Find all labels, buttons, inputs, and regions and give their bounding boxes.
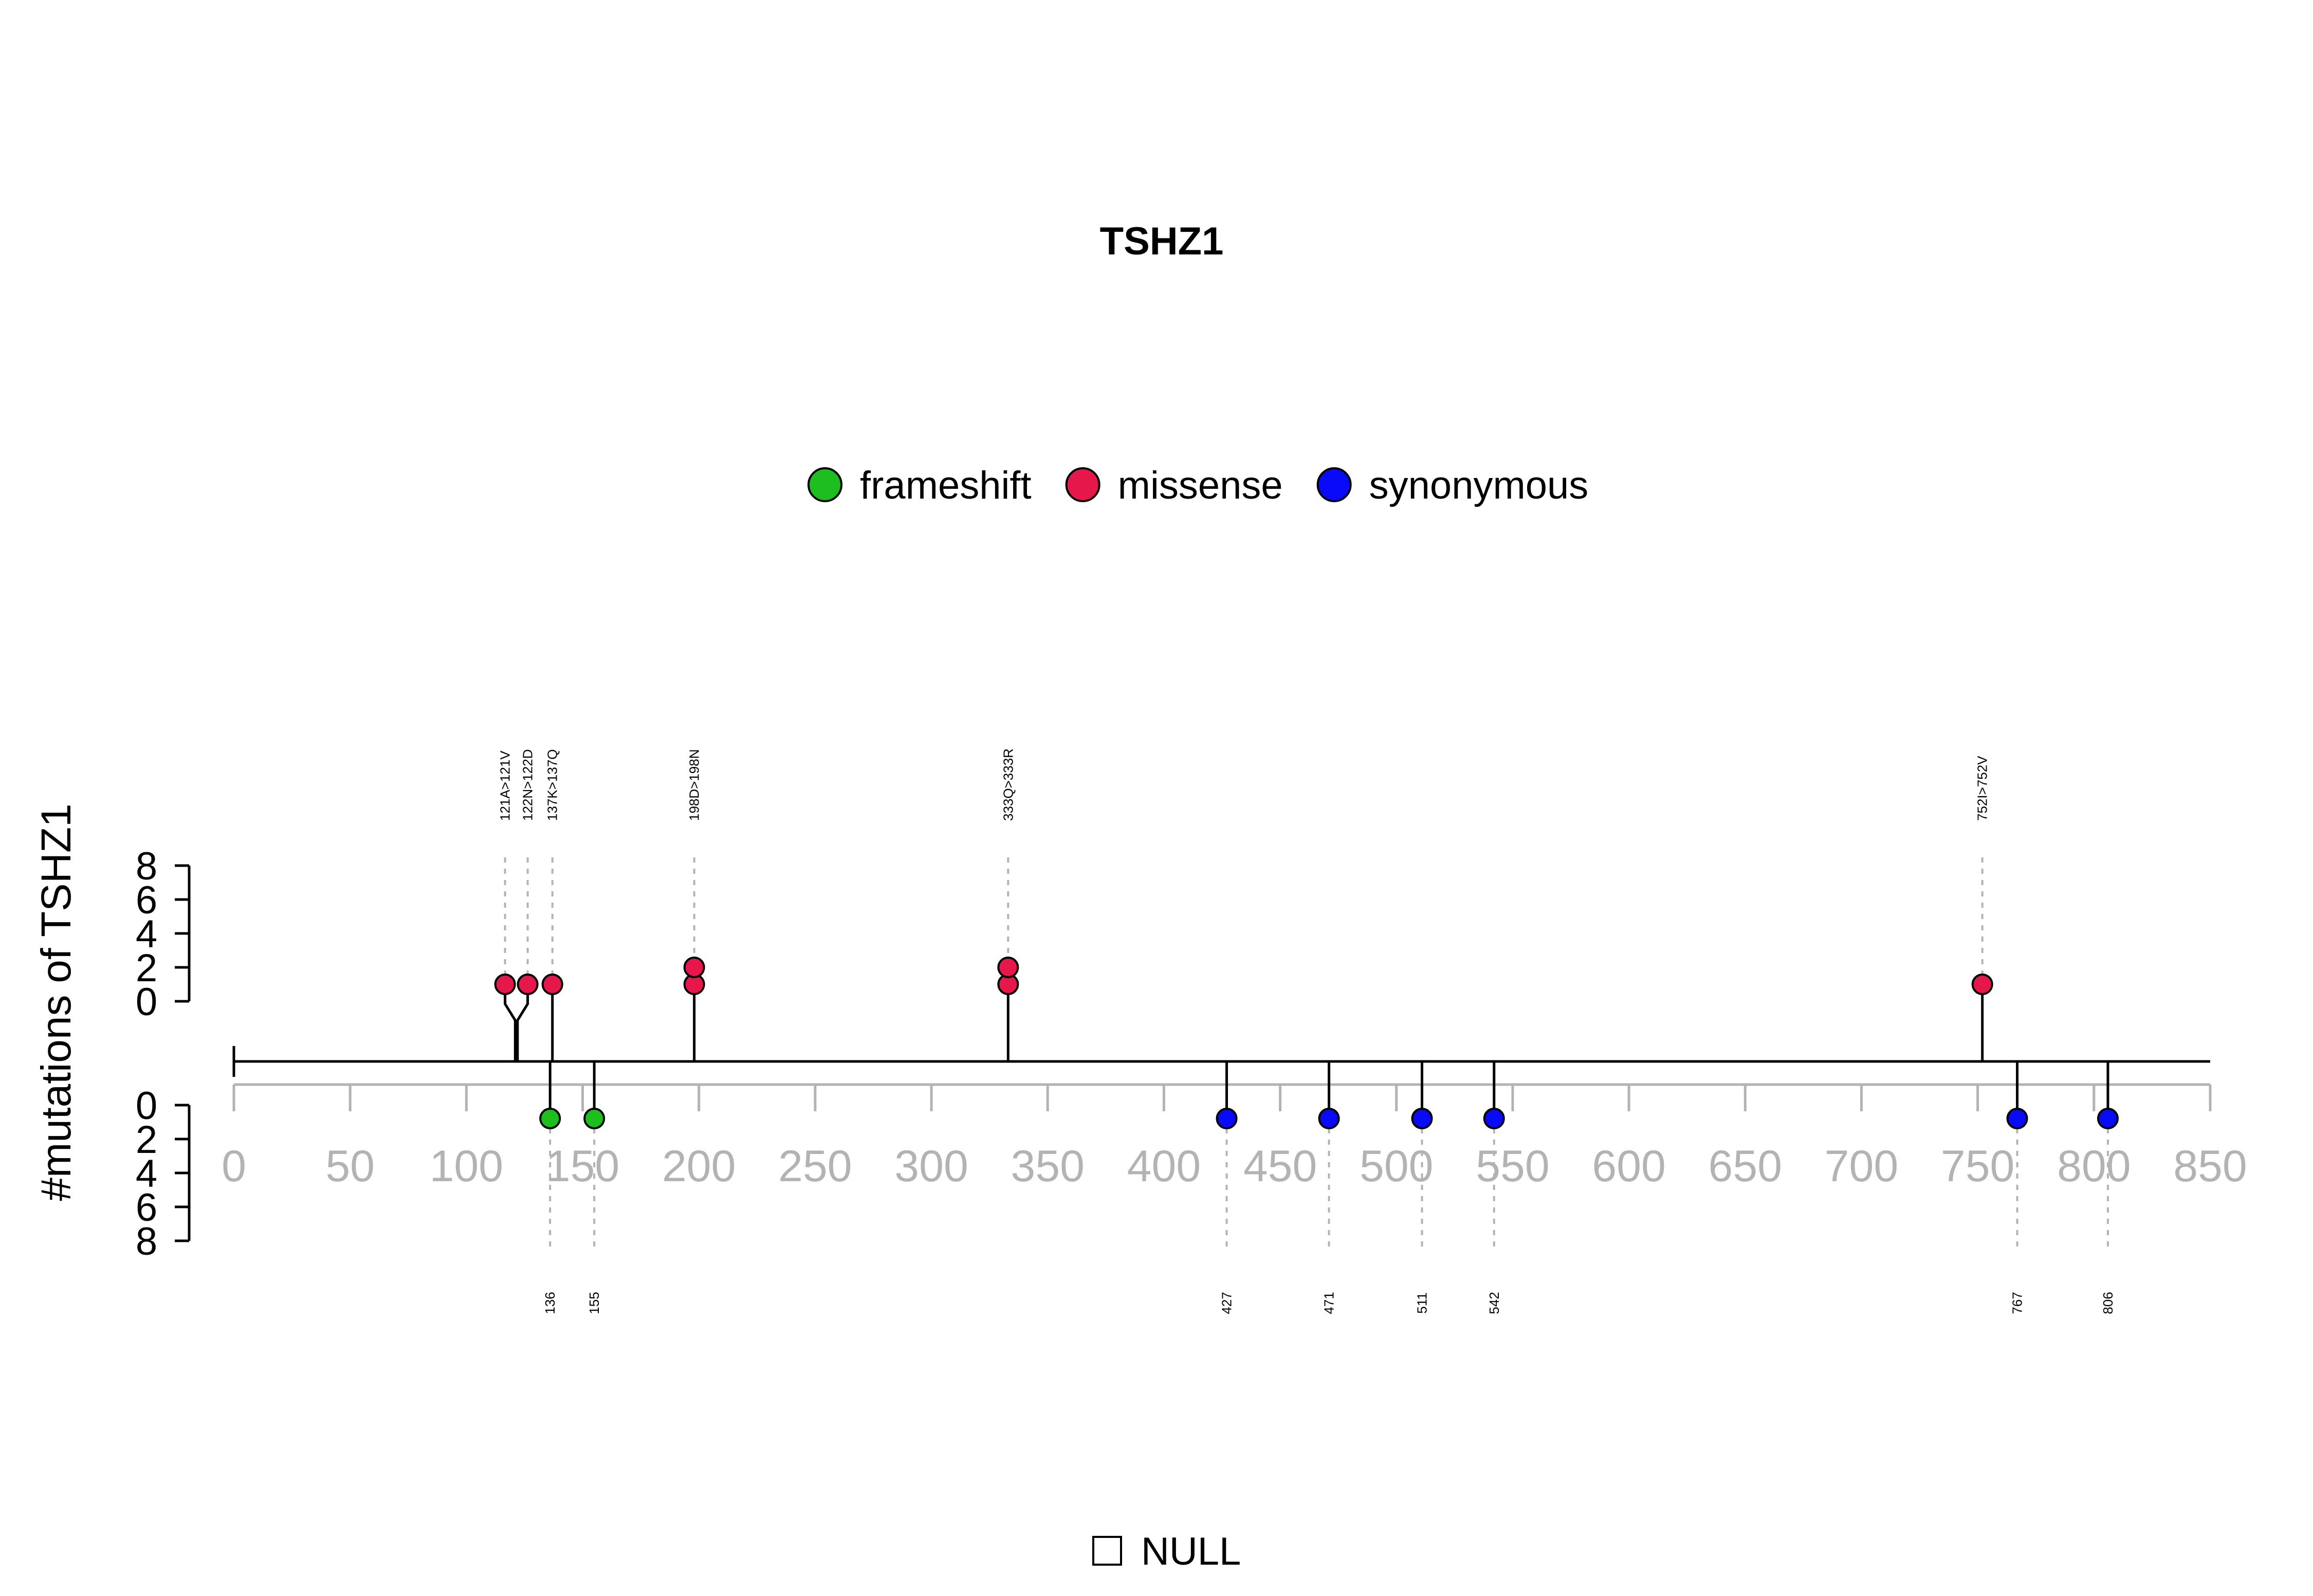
y-tick-label-bottom: 2 xyxy=(136,1118,157,1162)
position-label: 806 xyxy=(2100,1292,2116,1314)
position-label: 136 xyxy=(542,1292,558,1314)
x-tick-label: 350 xyxy=(1011,1142,1085,1191)
legend-label-synonymous: synonymous xyxy=(1369,464,1589,507)
mutation-label: 198D>198N xyxy=(687,749,702,821)
stem-top xyxy=(504,984,517,1061)
position-label: 471 xyxy=(1321,1292,1337,1314)
mutation-point-synonymous xyxy=(1318,1108,1340,1129)
y-tick-label-top: 6 xyxy=(136,878,157,922)
x-tick-label: 550 xyxy=(1476,1142,1550,1191)
mutation-label: 752I>752V xyxy=(1975,756,1990,821)
y-axis-label: #mutations of TSHZ1 xyxy=(33,803,80,1201)
legend: frameshift missense synonymous xyxy=(807,464,1589,507)
x-tick-label: 150 xyxy=(546,1142,620,1191)
x-tick-label: 600 xyxy=(1592,1142,1666,1191)
chart-title: TSHZ1 xyxy=(1100,219,1224,263)
position-label: 511 xyxy=(1415,1292,1430,1313)
legend-marker-missense xyxy=(1065,467,1100,502)
mutation-point-missense xyxy=(683,957,705,978)
x-tick-label: 300 xyxy=(894,1142,968,1191)
x-tick-label: 850 xyxy=(2173,1142,2247,1191)
mutation-label: 137K>137Q xyxy=(545,749,560,821)
position-label: 767 xyxy=(2010,1292,2025,1314)
x-tick-label: 0 xyxy=(222,1142,246,1191)
x-tick-label: 750 xyxy=(1941,1142,2015,1191)
mutation-point-synonymous xyxy=(1411,1108,1433,1129)
legend-marker-frameshift xyxy=(807,467,842,502)
mutation-point-synonymous xyxy=(1483,1108,1505,1129)
guide-lines xyxy=(504,857,2109,1249)
null-legend-label: NULL xyxy=(1141,1530,1241,1573)
mutation-label: 333Q>333R xyxy=(1000,748,1016,821)
x-tick-label: 50 xyxy=(325,1142,375,1191)
position-label: 155 xyxy=(586,1292,602,1314)
legend-label-missense: missense xyxy=(1118,464,1283,507)
x-tick-label: 100 xyxy=(430,1142,504,1191)
mutation-point-synonymous xyxy=(2006,1108,2028,1129)
x-axis: 0 50 100 150 200 250 300 350 400 450 500 550 600 650 7… xyxy=(222,1083,2247,1191)
x-tick-label: 200 xyxy=(662,1142,736,1191)
y-tick-label-bottom: 4 xyxy=(136,1152,157,1196)
y-tick-label-top: 8 xyxy=(136,845,157,888)
y-tick-label-bottom: 6 xyxy=(136,1186,157,1230)
mutation-label: 122N>122D xyxy=(520,749,536,821)
null-legend-box xyxy=(1092,1536,1122,1566)
mutation-point-frameshift xyxy=(539,1108,561,1129)
x-tick-label: 650 xyxy=(1709,1142,1783,1191)
protein-backbone xyxy=(232,1046,2210,1077)
position-label: 427 xyxy=(1219,1292,1235,1314)
mutation-point-missense xyxy=(494,974,516,995)
mutation-point-synonymous xyxy=(2097,1108,2119,1129)
mutation-point-missense xyxy=(541,974,563,995)
mutation-point-missense xyxy=(1971,974,1993,995)
mutation-point-missense xyxy=(517,974,539,995)
y-tick-label-bottom: 0 xyxy=(136,1084,157,1128)
mutation-points xyxy=(494,957,2119,1129)
y-tick-label-top: 0 xyxy=(136,980,157,1024)
stem-top xyxy=(516,984,529,1061)
y-tick-label-top: 4 xyxy=(136,912,157,956)
mutation-point-synonymous xyxy=(1216,1108,1238,1129)
x-tick-label: 400 xyxy=(1127,1142,1201,1191)
mutation-labels: 121A>121V 122N>122D 137K>137Q 198D>198N 333Q… xyxy=(498,748,2116,1314)
legend-label-frameshift: frameshift xyxy=(860,464,1032,507)
x-tick-label: 450 xyxy=(1243,1142,1317,1191)
legend-marker-synonymous xyxy=(1316,467,1352,502)
mutation-label: 121A>121V xyxy=(498,750,513,821)
position-label: 542 xyxy=(1486,1292,1502,1314)
x-tick-label: 800 xyxy=(2057,1142,2131,1191)
x-tick-label: 700 xyxy=(1825,1142,1899,1191)
stems xyxy=(504,967,2109,1118)
mutation-point-missense xyxy=(997,957,1019,978)
y-tick-label-bottom: 8 xyxy=(136,1220,157,1263)
mutation-point-frameshift xyxy=(583,1108,605,1129)
x-tick-label: 250 xyxy=(778,1142,852,1191)
y-tick-label-top: 2 xyxy=(136,946,157,990)
